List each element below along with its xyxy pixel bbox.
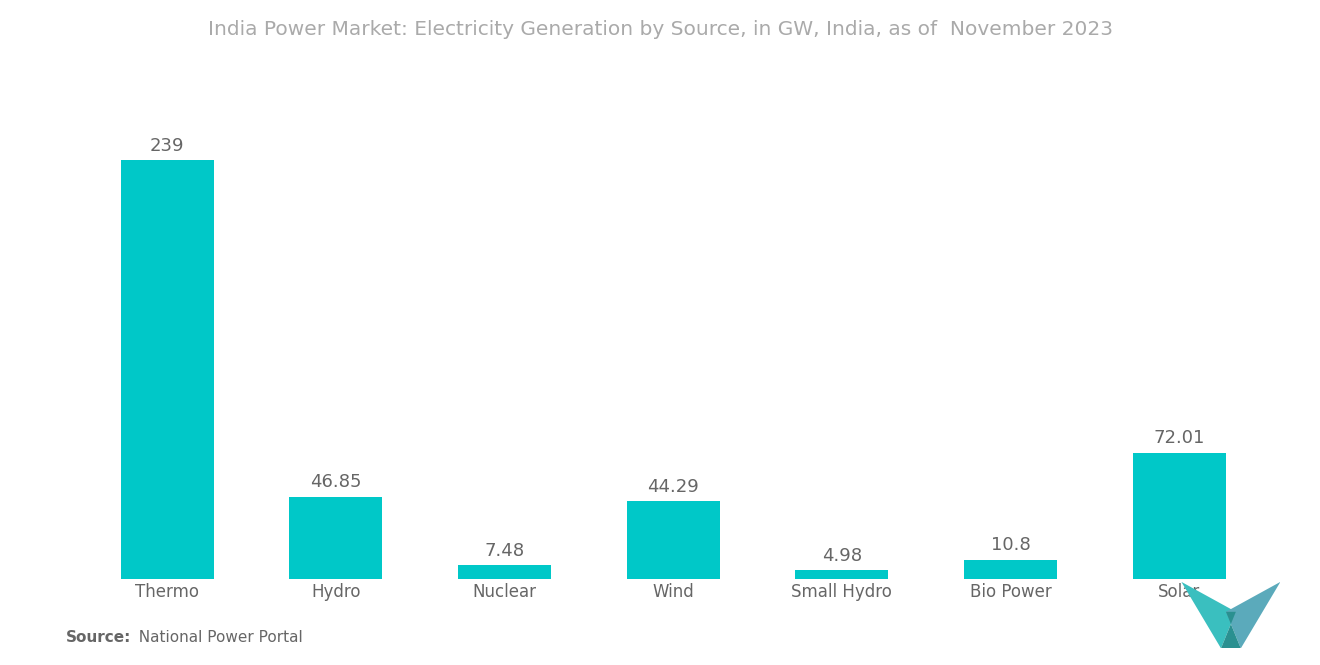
Polygon shape bbox=[1226, 582, 1280, 648]
Text: 72.01: 72.01 bbox=[1154, 430, 1205, 448]
Bar bbox=[796, 570, 888, 579]
Text: 7.48: 7.48 bbox=[484, 542, 524, 560]
Text: National Power Portal: National Power Portal bbox=[129, 630, 304, 645]
Text: 4.98: 4.98 bbox=[822, 547, 862, 565]
Bar bbox=[458, 565, 550, 579]
Bar bbox=[289, 497, 383, 579]
Polygon shape bbox=[1221, 612, 1241, 648]
Text: 44.29: 44.29 bbox=[647, 477, 700, 496]
Polygon shape bbox=[1181, 582, 1236, 648]
Bar bbox=[1133, 452, 1225, 579]
Text: 239: 239 bbox=[150, 137, 185, 155]
Text: 46.85: 46.85 bbox=[310, 473, 362, 491]
Text: 10.8: 10.8 bbox=[990, 537, 1031, 555]
Bar bbox=[121, 160, 214, 579]
Bar bbox=[627, 501, 719, 579]
Bar bbox=[964, 560, 1057, 579]
Text: Source:: Source: bbox=[66, 630, 132, 645]
Text: India Power Market: Electricity Generation by Source, in GW, India, as of  Novem: India Power Market: Electricity Generati… bbox=[207, 20, 1113, 39]
